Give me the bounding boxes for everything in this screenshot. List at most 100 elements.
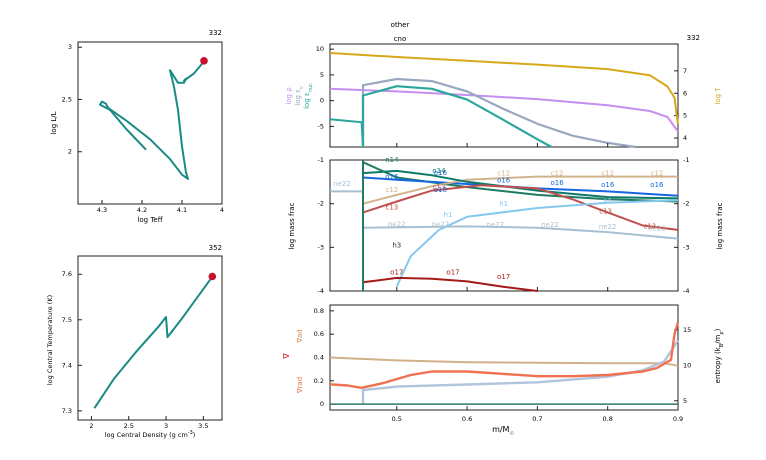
p2-ytick-label: -2 (318, 200, 324, 208)
hr-xlabel: log Teff (137, 216, 162, 224)
hr-ytick-label: 3 (68, 43, 72, 51)
profile-xtick-label: 0.8 (603, 415, 613, 423)
panel1-frame (329, 43, 679, 148)
label-c13: c13 (599, 207, 612, 215)
central-density-temperature: 352 log Central Density (g cm-3) log Cen… (46, 244, 223, 439)
label-o16: o16 (497, 177, 511, 185)
series-h1 (395, 199, 679, 288)
rho-xtick-label: 3.5 (198, 422, 208, 430)
hr-x-ticks: 4.3 4.2 4.1 4 (97, 200, 224, 214)
series-he4 (362, 161, 679, 203)
p3-ytick-label: 0.4 (314, 354, 324, 362)
p1-y2tick-label: 7 (683, 67, 687, 75)
rho-xtick-label: 3 (164, 422, 168, 430)
p2-ytick-label-right: -1 (683, 156, 689, 164)
rho-current-point (208, 272, 217, 281)
label-ne22: ne22 (541, 221, 559, 229)
label-ne22: ne22 (648, 225, 666, 233)
label-c12: c12 (551, 170, 564, 178)
profile-xlabel: m/M☉ (492, 425, 514, 437)
label-o16: o16 (385, 173, 399, 181)
hr-xtick-label: 4.2 (137, 206, 147, 214)
p3-y2tick-label: 5 (683, 397, 687, 405)
label-o17: o17 (390, 268, 403, 276)
p1-ytick-label: 10 (316, 45, 324, 53)
rho-plot-area (93, 272, 217, 409)
series-log-rho (329, 87, 679, 133)
p1-y2tick-label: 6 (683, 89, 687, 97)
rho-ytick-label: 7.3 (62, 407, 72, 415)
label-ne22: ne22 (599, 223, 617, 231)
ylabel-log-t: log T (714, 87, 722, 105)
series-c13 (362, 184, 679, 231)
hr-y-ticks: 32.52 (62, 43, 82, 156)
panel2-frame (329, 159, 679, 292)
profile-xtick-label: 0.5 (392, 415, 402, 423)
rho-frame (77, 255, 223, 421)
panel2-ticks: -1 -1 -2 -2 -3 -3 -4 -4 (318, 156, 690, 295)
ylabel-log-rho: log ρ (285, 87, 293, 105)
label-o16: o16 (434, 169, 448, 177)
label-h1: h1 (499, 200, 508, 208)
top-label-cno: cno (394, 35, 407, 43)
label-n14: n14 (432, 167, 446, 175)
label-o16: o16 (550, 179, 564, 187)
panel3-ticks: 0.8 0.6 0.4 0.2 0 15 10 5 (314, 307, 692, 408)
rho-ytick-label: 7.6 (62, 270, 72, 278)
panel1-plot (329, 52, 679, 149)
label-ne22: ne22 (432, 220, 450, 228)
label-ne22: ne22 (388, 220, 406, 228)
series-log-eps-nuc-left (329, 118, 364, 148)
p3-ytick-label: 0 (320, 400, 324, 408)
rho-y-ticks: 7.6 7.5 7.4 7.3 (62, 270, 82, 415)
rho-xtick-label: 2.5 (124, 422, 134, 430)
series-log-t (329, 52, 679, 125)
rho-ytick-label: 7.4 (62, 361, 72, 369)
ylabel-log-eps-nuc: log εnuc (303, 83, 314, 109)
label-c13: c13 (385, 203, 398, 211)
label-o16: o16 (434, 186, 448, 194)
label-o16: o16 (650, 181, 664, 189)
label-o17: o17 (446, 268, 459, 276)
label-h1: h1 (444, 211, 453, 219)
hr-ylabel: log L/L (50, 111, 58, 134)
series-n14 (362, 169, 679, 200)
p3-y2tick-label: 10 (683, 361, 691, 369)
label-c12: c12 (601, 170, 614, 178)
hr-current-point (200, 57, 208, 65)
hr-xtick-label: 4.3 (97, 206, 107, 214)
p1-ytick-label: 0 (320, 97, 324, 105)
series-c12 (362, 175, 678, 205)
p3-ytick-label: 0.2 (314, 377, 324, 385)
p2-ytick-label-right: -4 (683, 287, 689, 295)
label-o16: o16 (601, 181, 615, 189)
p2-ytick-label-right: -3 (683, 243, 689, 251)
p3-ytick-label: 0.8 (314, 307, 324, 315)
panel3-plot (329, 322, 680, 405)
label-o17: o17 (497, 273, 510, 281)
label-ne22: ne22 (486, 221, 504, 229)
profile-xtick-label: 0.7 (532, 415, 542, 423)
ylabel-mass-frac-left: log mass frac (288, 202, 296, 249)
hr-ytick-label: 2 (68, 148, 72, 156)
ylabel-log-eps-nu: log εν (294, 86, 305, 106)
label-c13: c13 (433, 184, 446, 192)
panel1-ticks: 10 5 0 -5 7 6 5 4 (316, 45, 687, 142)
series-log-eps-nuc (361, 85, 553, 148)
series-entropy (361, 339, 680, 405)
p3-y2tick-label: 15 (683, 326, 691, 334)
hr-plot-area (99, 57, 208, 180)
p1-ytick-label: -5 (318, 122, 324, 130)
ylabel-mass-frac-right: log mass frac (716, 202, 724, 249)
hr-frame (77, 41, 223, 205)
p3-ytick-label: 0.6 (314, 330, 324, 338)
hr-xtick-label: 4.1 (177, 206, 187, 214)
p2-ytick-label-right: -2 (683, 200, 689, 208)
series-log-eps-nu (361, 77, 636, 149)
label-c12: c12 (651, 170, 664, 178)
rho-ytick-label: 7.5 (62, 316, 72, 324)
label-c13: c13 (643, 223, 656, 231)
ylabel-grad: ∇ (282, 353, 291, 360)
